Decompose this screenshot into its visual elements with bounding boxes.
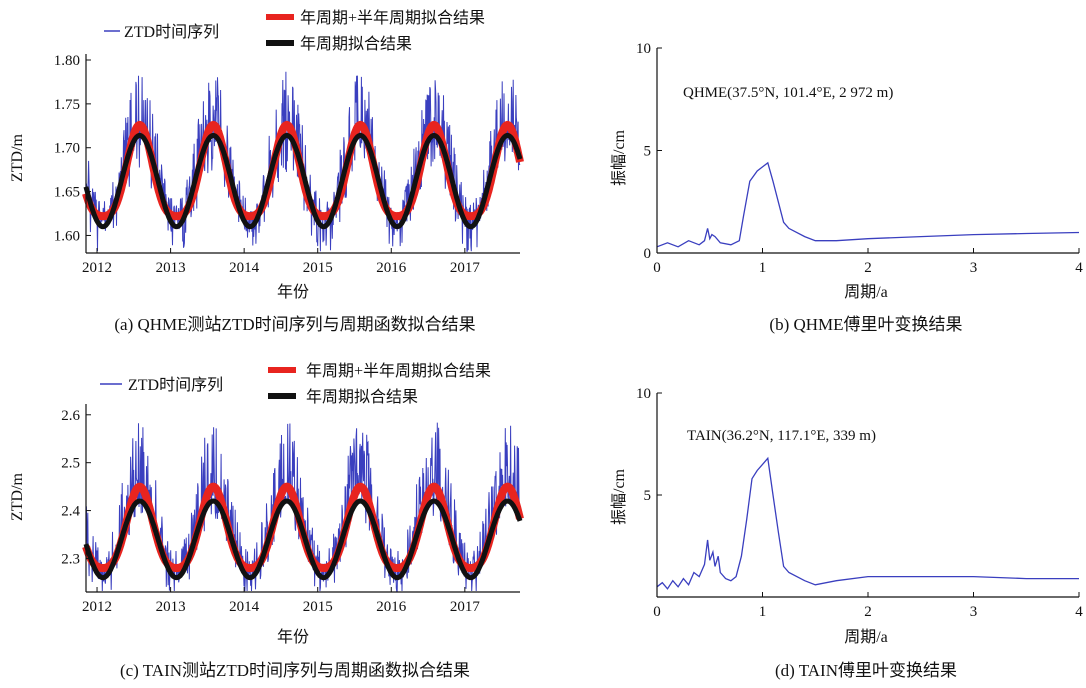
panel-b-series: [656, 161, 1080, 248]
y-tick-label: 10: [636, 41, 651, 57]
panel-b-annotation: QHME(37.5°N, 101.4°E, 2 972 m): [683, 85, 893, 101]
x-tick-label: 2: [864, 604, 872, 620]
panel-c-caption: (c) TAIN测站ZTD时间序列与周期函数拟合结果: [120, 661, 470, 680]
annual-fit-line: [83, 498, 523, 581]
panel-d-xlabel: 周期/a: [844, 628, 888, 646]
panel-c-ylabel: ZTD/m: [9, 472, 26, 521]
panel-d-ylabel: 振幅/cm: [610, 468, 628, 525]
panel-c-xlabel: 年份: [277, 628, 309, 646]
x-tick-label: 4: [1075, 604, 1083, 620]
panel-b-xlabel: 周期/a: [844, 283, 888, 301]
amplitude-spectrum-line: [656, 161, 1080, 248]
y-tick-label: 1.60: [54, 228, 80, 244]
panel-d: 0 1 2 3 4 5 10 振幅/cm 周期/a TAIN(36.2°N, 117.1°E…: [610, 386, 1083, 680]
y-tick-label: 1.70: [54, 141, 80, 157]
y-tick-label: 2.6: [61, 408, 80, 424]
x-tick-label: 2012: [82, 599, 112, 615]
panel-b-axes: 0 1 2 3 4 0 5 10: [636, 41, 1083, 276]
y-tick-label: 1.80: [54, 53, 80, 69]
panel-d-axes: 0 1 2 3 4 5 10: [636, 386, 1083, 620]
panel-a-series: [82, 71, 524, 252]
x-tick-label: 2017: [450, 260, 481, 276]
panel-a-legend-ztd: ZTD时间序列: [124, 23, 219, 41]
x-tick-label: 2013: [156, 260, 186, 276]
x-tick-label: 2014: [229, 260, 260, 276]
panel-b-ylabel: 振幅/cm: [610, 129, 628, 186]
panel-c-series: [82, 422, 524, 592]
panel-a-legend: ZTD时间序列 年周期+半年周期拟合结果 年周期拟合结果: [104, 9, 485, 53]
panel-a-caption: (a) QHME测站ZTD时间序列与周期函数拟合结果: [114, 315, 475, 334]
panel-c-legend-semi: 年周期+半年周期拟合结果: [306, 362, 491, 380]
y-tick-label: 1.65: [54, 185, 80, 201]
y-tick-label: 2.5: [61, 456, 80, 472]
panel-a-ylabel: ZTD/m: [9, 133, 26, 182]
x-tick-label: 4: [1075, 260, 1083, 276]
x-tick-label: 2016: [376, 599, 407, 615]
panel-a: 2012 2013 2014 2015 2016 2017 1.60 1.65 1.70 1.75…: [9, 9, 524, 334]
x-tick-label: 2: [864, 260, 872, 276]
x-tick-label: 2015: [303, 599, 333, 615]
y-tick-label: 10: [636, 386, 651, 402]
x-tick-label: 3: [970, 260, 978, 276]
x-tick-label: 0: [653, 604, 661, 620]
y-tick-label: 5: [644, 488, 652, 504]
x-tick-label: 2014: [229, 599, 260, 615]
panel-d-series: [656, 456, 1079, 590]
panel-a-axes: 2012 2013 2014 2015 2016 2017 1.60 1.65 1.70 1.75…: [54, 53, 520, 276]
amplitude-spectrum-line: [656, 456, 1079, 590]
x-tick-label: 0: [653, 260, 661, 276]
panel-c: 2012 2013 2014 2015 2016 2017 2.3 2.4 2.5 2.6 ZTD…: [9, 362, 524, 680]
panel-a-legend-annual: 年周期拟合结果: [300, 35, 412, 53]
x-tick-label: 2015: [303, 260, 333, 276]
x-tick-label: 3: [970, 604, 978, 620]
x-tick-label: 2016: [376, 260, 407, 276]
panel-c-legend: ZTD时间序列 年周期+半年周期拟合结果 年周期拟合结果: [100, 362, 491, 406]
x-tick-label: 1: [759, 260, 767, 276]
x-tick-label: 1: [759, 604, 767, 620]
panel-d-annotation: TAIN(36.2°N, 117.1°E, 339 m): [687, 428, 876, 444]
y-tick-label: 2.3: [61, 551, 80, 567]
panel-c-axes: 2012 2013 2014 2015 2016 2017 2.3 2.4 2.5 2.6: [61, 404, 520, 615]
panel-a-legend-semi: 年周期+半年周期拟合结果: [300, 9, 485, 27]
panel-d-caption: (d) TAIN傅里叶变换结果: [775, 661, 957, 680]
y-tick-label: 0: [644, 246, 652, 262]
panel-b-caption: (b) QHME傅里叶变换结果: [769, 315, 962, 334]
x-tick-label: 2017: [450, 599, 481, 615]
panel-c-legend-annual: 年周期拟合结果: [306, 388, 418, 406]
y-tick-label: 1.75: [54, 97, 80, 113]
y-tick-label: 5: [644, 144, 652, 160]
y-tick-label: 2.4: [61, 504, 80, 520]
panel-b: 0 1 2 3 4 0 5 10 振幅/cm 周期/a QHME(37.5°N, 101.4°…: [610, 41, 1083, 334]
x-tick-label: 2012: [82, 260, 112, 276]
panel-c-legend-ztd: ZTD时间序列: [128, 376, 223, 394]
panel-a-xlabel: 年份: [277, 283, 309, 301]
x-tick-label: 2013: [156, 599, 186, 615]
annual-fit-line: [83, 132, 523, 230]
